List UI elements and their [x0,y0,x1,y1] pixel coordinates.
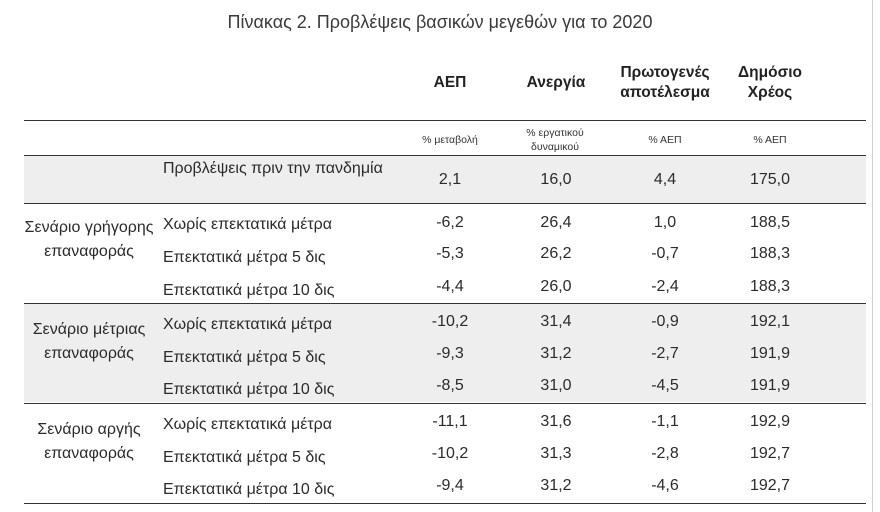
column-header-public-debt: Δημόσιο Χρέος [738,64,802,101]
cell-gdp: -9,3 [436,345,464,362]
row-label: Επεκτατικά μέτρα 10 δις [163,481,335,498]
cell-public-debt: 191,9 [749,345,791,362]
group-divider [24,403,866,404]
baseline-public-debt: 175,0 [749,171,791,188]
cell-public-debt: 192,7 [749,445,791,462]
cell-unemployment: 26,4 [540,214,572,231]
baseline-row-label: Προβλέψεις πριν την πανδημία [163,160,383,177]
cell-unemployment: 31,0 [540,377,572,394]
cell-gdp: -4,4 [436,278,464,295]
column-header-primary-balance: Πρωτογενές αποτέλεσμα [620,64,710,101]
cell-primary-balance: -0,9 [651,313,679,330]
cell-unemployment: 31,2 [540,345,572,362]
baseline-primary-balance: 4,4 [653,171,677,188]
group-divider [24,203,866,204]
cell-unemployment: 31,2 [540,477,572,494]
row-label: Χωρίς επεκτατικά μέτρα [163,216,333,233]
row-label: Επεκτατικά μέτρα 10 δις [163,282,335,299]
column-header-gdp: ΑΕΠ [433,74,467,91]
cell-primary-balance: -2,7 [651,345,679,362]
cell-public-debt: 188,3 [749,278,791,295]
page-edge [872,0,873,512]
cell-unemployment: 26,2 [540,245,572,262]
cell-gdp: -10,2 [431,445,469,462]
row-label: Επεκτατικά μέτρα 10 δις [163,381,335,398]
cell-gdp: -6,2 [436,214,464,231]
cell-gdp: -11,1 [432,413,468,430]
cell-primary-balance: -2,4 [651,278,679,295]
row-label: Επεκτατικά μέτρα 5 δις [163,249,326,266]
cell-primary-balance: 1,0 [653,214,677,231]
cell-public-debt: 191,9 [749,377,791,394]
cell-gdp: -5,3 [436,245,464,262]
cell-primary-balance: -4,6 [651,477,679,494]
cell-public-debt: 192,7 [749,477,791,494]
cell-primary-balance: -4,5 [651,377,679,394]
baseline-gdp: 2,1 [438,171,462,188]
cell-primary-balance: -1,1 [651,413,679,430]
cell-public-debt: 192,1 [749,313,791,330]
header-divider [24,120,866,121]
cell-unemployment: 31,6 [540,413,572,430]
table-title: Πίνακας 2. Προβλέψεις βασικών μεγεθών γι… [227,12,653,32]
cell-gdp: -8,5 [436,377,464,394]
cell-primary-balance: -2,8 [651,445,679,462]
unit-unemployment: % εργατικού δυναμικού [526,127,584,153]
units-divider [24,155,866,156]
cell-primary-balance: -0,7 [651,245,679,262]
group-divider [24,303,866,304]
row-label: Επεκτατικά μέτρα 5 δις [163,449,326,466]
group-label-slow: Σενάριο αργής επαναφοράς [37,421,141,462]
cell-unemployment: 31,3 [540,445,572,462]
baseline-row [24,156,866,203]
baseline-unemployment: 16,0 [540,171,572,188]
group-label-fast: Σενάριο γρήγορης επαναφοράς [24,219,154,260]
unit-gdp: % μεταβολή [422,134,478,146]
cell-public-debt: 188,3 [749,245,791,262]
group-shade-moderate [24,304,866,402]
row-label: Χωρίς επεκτατικά μέτρα [163,416,333,433]
cell-public-debt: 188,5 [749,214,791,231]
cell-unemployment: 26,0 [540,278,572,295]
unit-public-debt: % ΑΕΠ [753,134,787,146]
row-label: Επεκτατικά μέτρα 5 δις [163,349,326,366]
group-label-moderate: Σενάριο μέτριας επαναφοράς [32,321,146,362]
cell-public-debt: 192,9 [749,413,791,430]
unit-primary-balance: % ΑΕΠ [648,134,682,146]
cell-gdp: -9,4 [436,477,464,494]
row-label: Χωρίς επεκτατικά μέτρα [163,316,333,333]
table-bottom-border [24,503,866,504]
column-header-unemployment: Ανεργία [526,74,586,91]
cell-gdp: -10,2 [431,313,469,330]
cell-unemployment: 31,4 [540,313,572,330]
